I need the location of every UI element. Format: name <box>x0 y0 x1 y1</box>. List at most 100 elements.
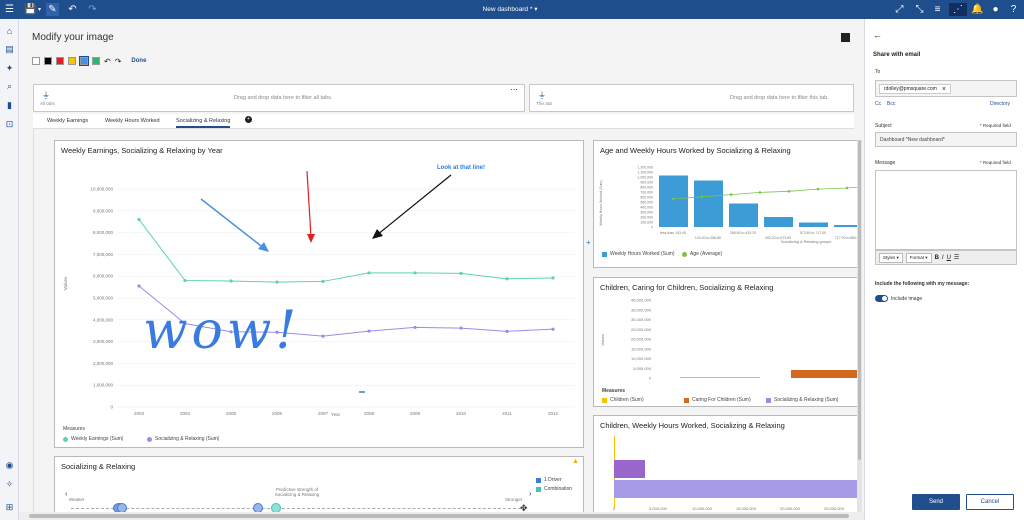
send-button[interactable]: Send <box>912 494 960 510</box>
bold-icon[interactable]: B <box>934 254 939 261</box>
account-icon[interactable]: ◉ <box>5 460 14 470</box>
move-icon[interactable]: ✥ <box>520 503 528 513</box>
cc-link[interactable]: Cc <box>875 101 882 107</box>
pin-icon[interactable]: ✦ <box>5 63 14 73</box>
line-chart-widget[interactable]: Weekly Earnings, Socializing & Relaxing … <box>54 140 584 448</box>
red-arrowhead <box>307 234 315 243</box>
horizontal-scrollbar[interactable] <box>19 512 864 520</box>
remove-recipient-icon[interactable]: × <box>941 85 946 93</box>
notifications-icon[interactable]: 🔔 <box>971 4 984 15</box>
chevron-right-icon[interactable]: › <box>529 491 532 498</box>
folder-icon[interactable]: ▤ <box>5 44 14 54</box>
add-tab-icon[interactable]: + <box>245 116 252 123</box>
y-tick-label: 7,000,000 <box>93 252 114 257</box>
share-icon[interactable]: ⋰ <box>949 3 967 16</box>
more-icon[interactable]: ⋯ <box>510 85 518 94</box>
home-icon[interactable]: ⌂ <box>6 26 13 36</box>
left-nav: ⌂ ▤ ✦ ⌕ ▮ ⊡ ◉ ✧ ⊞ <box>0 19 19 520</box>
redo-draw-icon[interactable]: ↷ <box>114 56 122 66</box>
directory-link[interactable]: Directory <box>990 101 1011 107</box>
x-tick-label: 2010 <box>456 411 467 416</box>
data-point <box>367 329 371 333</box>
this-tab-filter[interactable]: ⏚ This tab Drag and drop data here to fi… <box>529 84 854 112</box>
y-tick-label: 800,000 <box>640 186 653 190</box>
fit-icon[interactable]: ⤡ <box>915 4 924 15</box>
image-icon[interactable] <box>841 33 850 42</box>
chevron-left-icon[interactable]: ‹ <box>65 491 68 498</box>
save-icon[interactable]: 💾 <box>24 4 37 15</box>
add-widget-icon[interactable]: + <box>586 238 591 247</box>
done-button[interactable]: Done <box>131 58 147 64</box>
red-swatch[interactable] <box>56 57 64 65</box>
x-axis: 0 5,000,000 10,000,000 15,000,000 20,000,000… <box>613 506 845 511</box>
undo-icon[interactable]: ↶ <box>68 4 77 15</box>
data-point <box>459 326 463 330</box>
y-tick-label: 0 <box>649 376 652 381</box>
y-tick-label: 100,000 <box>640 221 653 225</box>
children-hours-chart-widget[interactable]: Children, Weekly Hours Worked, Socializi… <box>593 415 858 515</box>
age-point <box>671 197 675 201</box>
save-dropdown-icon[interactable]: ▾ <box>37 7 41 13</box>
help-icon[interactable]: ? <box>1010 4 1017 15</box>
message-field[interactable] <box>875 170 1017 250</box>
x-tick-label: 20,000,000 <box>780 506 801 511</box>
measures-label: Measures <box>63 426 85 432</box>
chart-icon[interactable]: ▮ <box>7 100 12 110</box>
tab-weekly-hours-worked[interactable]: Weekly Hours Worked <box>105 118 160 124</box>
green-swatch[interactable] <box>92 57 100 65</box>
bar <box>799 222 828 227</box>
black-swatch[interactable] <box>44 57 52 65</box>
menu-icon[interactable]: ☰ <box>5 4 14 15</box>
all-tabs-filter[interactable]: ⏚ All tabs Drag and drop data here to fi… <box>33 84 525 112</box>
bcc-link[interactable]: Bcc <box>887 101 896 107</box>
format-select[interactable]: Format ▾ <box>905 252 932 263</box>
blue-swatch[interactable] <box>79 56 89 66</box>
yellow-swatch[interactable] <box>68 57 76 65</box>
age-chart-widget[interactable]: Age and Weekly Hours Worked by Socializi… <box>593 140 858 268</box>
predictive-label: Predictive strength of Socializing & Rel… <box>274 487 320 497</box>
data-point <box>551 327 555 331</box>
y-tick-label: 10,000,000 <box>90 187 113 192</box>
search-icon[interactable]: ⌕ <box>6 81 13 91</box>
cancel-button[interactable]: Cancel <box>966 494 1014 510</box>
x-axis-label: Year <box>331 412 341 417</box>
vertical-scrollbar[interactable] <box>857 140 862 520</box>
age-point <box>700 195 704 199</box>
new-icon[interactable]: ⊞ <box>5 502 14 512</box>
x-tick-label: 2011 <box>502 411 512 416</box>
list-icon[interactable]: ☰ <box>953 255 960 261</box>
back-arrow-icon[interactable]: ← <box>873 30 882 40</box>
blue-arrowhead <box>258 242 269 252</box>
data-icon[interactable]: ⊡ <box>5 119 14 129</box>
warning-icon[interactable]: ▲ <box>572 458 579 465</box>
edit-icon[interactable]: ✎ <box>46 3 59 16</box>
driver-widget[interactable]: Socializing & Relaxing ▲ 1 Driver Combin… <box>54 456 584 520</box>
to-field[interactable]: rdolley@pmsquare.com × <box>875 80 1017 97</box>
tab-bar: Weekly Earnings Weekly Hours Worked Soci… <box>33 114 854 129</box>
expand-icon[interactable]: ⤢ <box>895 4 904 15</box>
series-line <box>138 219 554 283</box>
stronger-label: Stronger <box>505 497 523 502</box>
chart-bar <box>614 480 858 498</box>
tab-socializing-relaxing[interactable]: Socializing & Relaxing <box>176 118 231 128</box>
include-image-toggle[interactable] <box>875 295 888 302</box>
smart-icon[interactable]: ✧ <box>5 479 14 489</box>
redo-icon[interactable]: ↷ <box>88 4 97 15</box>
weaker-label: Weaker <box>69 497 85 502</box>
underline-icon[interactable]: U <box>946 254 951 261</box>
children-chart-widget[interactable]: Children, Caring for Children, Socializi… <box>593 277 858 407</box>
user-icon[interactable]: ● <box>992 4 999 15</box>
white-swatch[interactable] <box>32 57 40 65</box>
properties-icon[interactable]: ≡ <box>934 4 941 15</box>
line-chart: 10,000,000 9,000,000 8,000,000 7,000,000 6,0… <box>90 170 575 416</box>
x-tick-label: 286.80 to 430.20 <box>730 231 756 235</box>
styles-select[interactable]: Styles ▾ <box>879 252 903 263</box>
dashboard-title[interactable]: New dashboard * ▾ <box>482 6 538 13</box>
recipient-chip[interactable]: rdolley@pmsquare.com × <box>879 84 951 94</box>
tab-weekly-earnings[interactable]: Weekly Earnings <box>47 118 89 124</box>
undo-draw-icon[interactable]: ↶ <box>104 56 111 66</box>
y-tick-label: 30,000,000 <box>631 317 652 322</box>
legend-item: Children (Sum) <box>602 397 644 403</box>
italic-icon[interactable]: I <box>941 254 944 261</box>
subject-field[interactable]: Dashboard *New dashboard* <box>875 132 1017 147</box>
